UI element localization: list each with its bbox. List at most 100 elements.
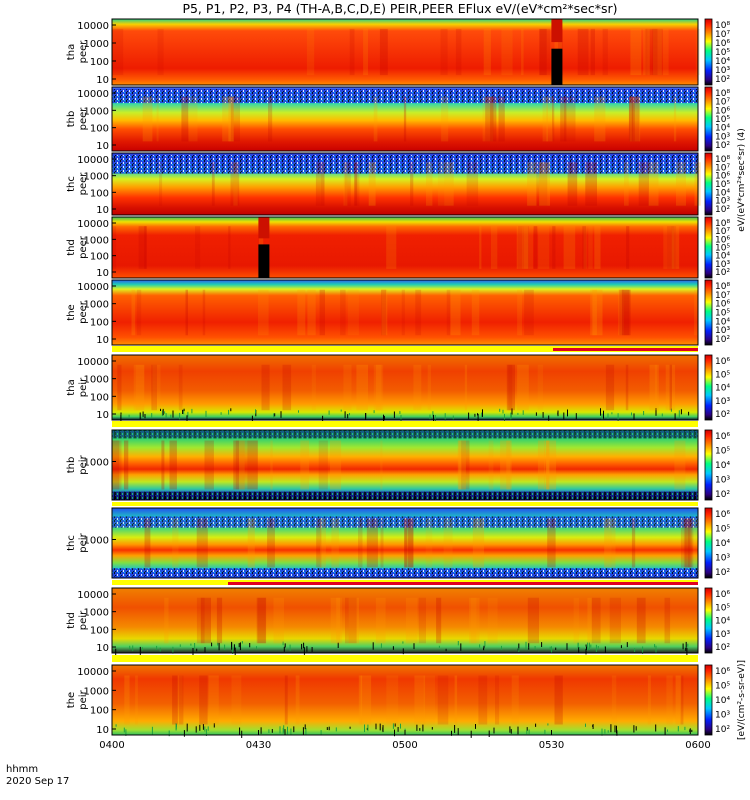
streak [169, 440, 177, 490]
streak [625, 364, 629, 411]
streak [211, 162, 215, 206]
noise-speck [233, 644, 235, 651]
streak [611, 675, 617, 725]
noise-band [112, 516, 698, 528]
ytick-label: 10000 [77, 219, 109, 230]
noise-speck [590, 644, 592, 648]
noise-speck [460, 643, 462, 651]
noise-speck [217, 642, 219, 646]
streak [320, 518, 326, 568]
streak [136, 289, 142, 336]
streak [602, 28, 608, 76]
noise-speck [585, 644, 587, 647]
streak [247, 440, 258, 490]
streak [233, 440, 239, 490]
streak [295, 675, 300, 725]
chart-title: P5, P1, P2, P3, P4 (TH-A,B,C,D,E) PEIR,P… [182, 1, 617, 16]
noise-speck [457, 641, 459, 646]
noise-speck [548, 415, 550, 421]
noise-speck [634, 648, 636, 652]
panel-species-label: peir [78, 377, 89, 397]
colorbar-tick: 10⁶ [715, 39, 730, 49]
streak [560, 96, 567, 142]
noise-speck [684, 726, 686, 731]
noise-speck [557, 412, 559, 415]
noise-speck [199, 724, 201, 731]
streak [638, 162, 649, 206]
ytick-label: 10 [96, 141, 109, 152]
streak [577, 28, 589, 76]
xtick-label: 0400 [99, 740, 124, 751]
streak [233, 162, 238, 206]
panel-thd-peer: 10000 1000 100 10 thd peer 10⁸10⁷10⁶10⁵10⁴10³1… [66, 216, 730, 279]
streak [567, 162, 578, 206]
streak [413, 364, 422, 411]
colorbar [704, 587, 713, 654]
noise-speck [677, 726, 679, 732]
streak [347, 289, 359, 336]
streak [624, 162, 629, 206]
streak [630, 28, 642, 76]
noise-speck [284, 729, 286, 736]
streak [687, 518, 692, 568]
panel-probe-label: tha [66, 44, 77, 60]
streak [669, 364, 672, 411]
noise-speck [239, 642, 241, 651]
xtick-label: 0500 [392, 740, 417, 751]
colorbar-tick: 10⁴ [715, 188, 730, 198]
ytick-label: 1000 [84, 458, 109, 469]
noise-speck [400, 414, 402, 421]
noise-speck [139, 412, 141, 420]
noise-speck [429, 414, 431, 420]
spectrogram-image [112, 19, 698, 85]
streak [621, 289, 631, 336]
streak [204, 440, 214, 490]
ytick-label: 10 [96, 725, 109, 736]
noise-speck [179, 412, 181, 420]
streak [527, 597, 539, 644]
spectrogram-image [112, 430, 698, 500]
noise-speck [337, 642, 339, 648]
noise-speck [241, 730, 243, 738]
noise-speck [115, 724, 117, 727]
noise-speck [298, 410, 299, 413]
streak [311, 364, 316, 411]
streak [667, 226, 677, 269]
streak [554, 675, 563, 725]
panel-probe-label: thc [66, 535, 77, 551]
noise-speck [484, 641, 486, 647]
noise-speck [422, 724, 424, 732]
streak [307, 289, 316, 336]
noise-speck [379, 723, 381, 731]
streak [482, 96, 494, 142]
noise-speck [394, 729, 395, 737]
streak [196, 518, 208, 568]
streak [508, 364, 513, 411]
ytick-label: 10000 [77, 667, 109, 678]
colorbar-tick: 10⁵ [715, 370, 730, 380]
noise-speck [586, 646, 587, 650]
ytick-label: 100 [90, 252, 109, 263]
streak [235, 440, 248, 490]
ytick-label: 1000 [84, 375, 109, 386]
noise-speck [207, 726, 209, 731]
streak [539, 28, 547, 76]
streak [594, 226, 601, 269]
noise-speck [139, 646, 141, 655]
colorbar-tick: 10⁴ [715, 384, 730, 394]
panel-species-label: peir [78, 689, 89, 709]
noise-speck [670, 408, 672, 412]
streak [112, 440, 122, 490]
gap-block [551, 48, 563, 85]
streak [343, 162, 348, 206]
noise-speck [620, 645, 622, 649]
streak [178, 364, 183, 411]
streak [533, 226, 538, 269]
noise-speck [364, 724, 365, 733]
streak [545, 440, 557, 490]
streak [674, 440, 686, 490]
streak [511, 675, 519, 725]
streak [425, 518, 433, 568]
panel-thb-peir: 1000 thb peir 10⁶ 10⁵ 10⁴ 10³ 10² [66, 429, 730, 501]
streak [344, 162, 351, 206]
